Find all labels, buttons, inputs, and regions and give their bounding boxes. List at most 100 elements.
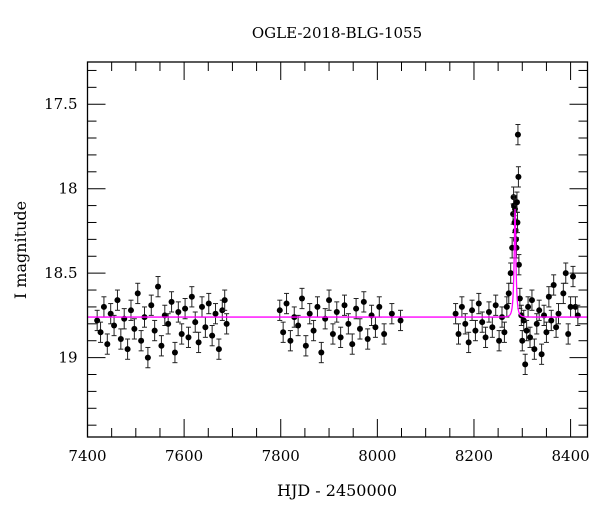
point-marker xyxy=(111,322,118,329)
data-point xyxy=(341,294,348,316)
point-marker xyxy=(333,309,340,315)
point-marker xyxy=(114,297,121,304)
axis-ticks xyxy=(87,62,588,437)
point-marker xyxy=(175,309,182,315)
point-marker xyxy=(356,325,363,332)
data-point xyxy=(523,319,530,342)
point-marker xyxy=(505,290,512,297)
data-point xyxy=(515,166,522,188)
data-point xyxy=(372,316,379,338)
data-point xyxy=(326,289,333,311)
chart-title: OGLE-2018-BLG-1055 xyxy=(252,24,422,42)
data-point xyxy=(195,331,202,354)
point-marker xyxy=(223,320,230,327)
data-point xyxy=(397,309,404,332)
data-point xyxy=(522,353,529,375)
point-marker xyxy=(472,327,479,334)
point-marker xyxy=(489,324,496,331)
point-marker xyxy=(144,354,151,361)
point-marker xyxy=(97,329,104,336)
model-curve xyxy=(87,208,588,318)
point-marker xyxy=(280,329,287,336)
point-marker xyxy=(329,330,336,337)
point-marker xyxy=(310,327,317,334)
data-point xyxy=(567,296,574,318)
point-marker xyxy=(548,317,555,324)
point-marker xyxy=(326,297,333,304)
data-point xyxy=(148,294,155,316)
point-marker xyxy=(134,290,141,297)
point-marker xyxy=(151,327,158,334)
point-marker xyxy=(522,361,529,368)
point-marker xyxy=(533,320,540,327)
data-point xyxy=(131,318,138,340)
data-point xyxy=(182,297,189,320)
x-tick-label: 7600 xyxy=(165,447,203,465)
data-point xyxy=(209,325,216,347)
point-marker xyxy=(364,336,371,343)
point-marker xyxy=(205,300,212,307)
data-point xyxy=(104,333,111,355)
data-point xyxy=(295,314,302,337)
point-marker xyxy=(515,261,522,268)
point-marker xyxy=(553,324,560,331)
point-marker xyxy=(349,341,356,348)
data-point xyxy=(212,303,219,325)
data-point xyxy=(310,319,317,342)
point-marker xyxy=(545,293,552,300)
data-point xyxy=(121,308,128,330)
point-marker xyxy=(178,330,185,337)
point-marker xyxy=(195,339,202,346)
data-point xyxy=(520,309,527,332)
data-point xyxy=(185,326,192,348)
point-marker xyxy=(465,339,472,346)
data-point xyxy=(314,296,321,318)
point-marker xyxy=(341,302,348,309)
y-tick-label: 18.5 xyxy=(44,264,77,282)
data-point xyxy=(205,292,212,315)
point-marker xyxy=(287,337,294,344)
data-point xyxy=(155,276,162,298)
x-tick-label: 7400 xyxy=(68,447,106,465)
data-point xyxy=(550,274,557,296)
data-point xyxy=(472,319,479,342)
data-point xyxy=(144,346,151,369)
point-marker xyxy=(528,297,535,304)
point-marker xyxy=(360,298,367,305)
data-point xyxy=(298,287,305,310)
point-marker xyxy=(455,330,462,337)
point-marker xyxy=(158,342,165,349)
x-tick-label: 7800 xyxy=(262,447,300,465)
point-marker xyxy=(295,322,302,329)
point-marker xyxy=(283,300,290,307)
point-marker xyxy=(212,310,219,317)
data-point xyxy=(306,303,313,325)
data-point xyxy=(100,296,107,318)
point-marker xyxy=(555,310,562,317)
point-marker xyxy=(513,199,520,206)
data-point xyxy=(501,321,508,343)
point-marker xyxy=(155,283,162,290)
point-marker xyxy=(513,244,520,251)
point-marker xyxy=(104,341,111,348)
y-tick-label: 18 xyxy=(58,180,77,198)
point-marker xyxy=(182,305,189,312)
data-point xyxy=(134,282,141,305)
point-marker xyxy=(469,307,476,314)
point-marker xyxy=(185,334,192,341)
data-point xyxy=(388,303,395,325)
data-point xyxy=(337,326,344,348)
x-tick-label: 8000 xyxy=(358,447,396,465)
point-marker xyxy=(538,351,545,358)
data-point xyxy=(565,323,572,345)
data-point xyxy=(376,296,383,318)
data-point xyxy=(485,301,492,323)
point-marker xyxy=(353,305,360,312)
x-tick-label: 8400 xyxy=(551,447,589,465)
data-point xyxy=(158,335,165,357)
data-point xyxy=(168,291,175,313)
point-marker xyxy=(525,303,532,310)
point-marker xyxy=(397,317,404,324)
data-point xyxy=(151,319,158,342)
point-marker xyxy=(501,329,508,336)
